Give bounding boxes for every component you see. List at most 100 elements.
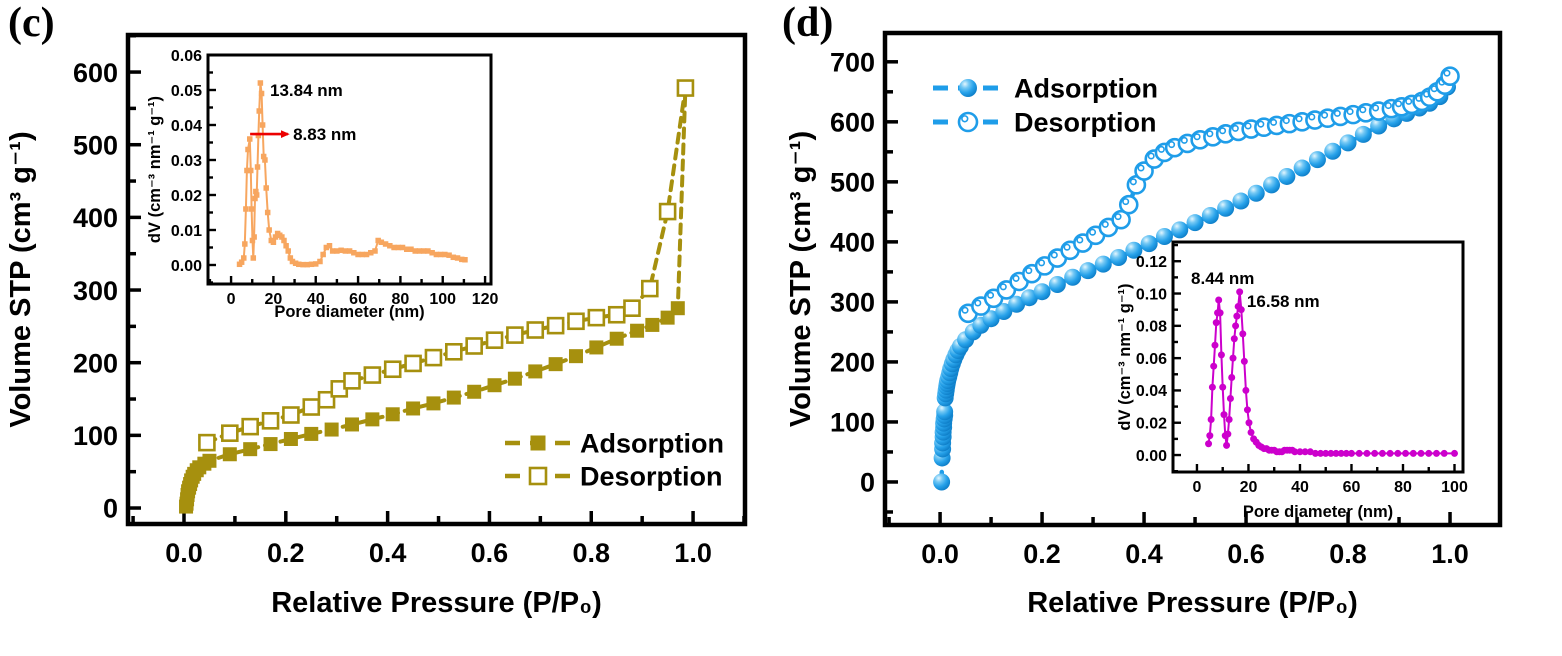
x-tick-label: 60 [1343,479,1361,496]
marker-highlight [1038,259,1046,267]
x-tick-label: 80 [392,291,410,308]
marker-circle-filled [1243,406,1251,414]
marker-highlight [1244,122,1252,130]
marker-circle-filled [1212,319,1220,327]
marker-square-filled [255,132,262,139]
x-tick-label: 120 [472,291,499,308]
marker-square-filled [487,378,502,393]
y-tick-label: 0.06 [1136,351,1167,368]
marker-sphere [1201,206,1219,224]
marker-sphere [982,310,1000,328]
y-tick-label: 0 [860,468,875,498]
series-pore-size-distribution [1205,288,1459,457]
marker-square-filled [630,323,645,338]
y-axis-title: dV (cm⁻³ nm⁻¹ g⁻¹) [146,96,164,243]
marker-square-filled [249,237,256,244]
annotation: 13.84 nm [270,81,343,100]
marker-square-filled [568,349,583,364]
marker-square-filled [262,157,268,163]
series-adsorption [179,81,693,514]
annotation: 8.44 nm [1191,269,1254,288]
y-tick-label: 0.01 [171,223,202,240]
y-tick-label: 500 [830,168,875,198]
marker-square-filled [507,371,522,386]
y-tick-label: 0 [103,494,118,524]
y-tick-label: 200 [830,348,875,378]
x-tick-label: 0.8 [572,538,610,568]
x-tick-label: 0.4 [369,538,407,568]
marker-highlight [1168,141,1176,149]
marker-sphere [1278,167,1296,185]
marker-highlight [1295,115,1303,123]
marker-square-filled [253,192,260,198]
annotation: 8.83 nm [250,125,356,144]
x-tick-label: 0 [1192,479,1201,496]
annotation-text: 16.58 nm [1247,292,1320,311]
y-tick-label: 0.00 [171,258,202,275]
marker-square-filled [283,431,298,446]
marker-highlight [1063,243,1071,251]
marker-circle-filled [1402,449,1410,457]
marker-sphere [995,303,1013,321]
x-tick-label: 20 [265,291,283,308]
y-axis-title: Volume STP (cm³ g⁻¹) [785,131,817,427]
marker-square-open [607,305,626,324]
marker-circle-filled [1206,432,1214,440]
marker-highlight [1372,104,1380,112]
marker-circle-filled [1347,449,1355,457]
marker-square-open [261,412,280,430]
marker-sphere [1171,221,1189,239]
marker-circle-open [1440,66,1460,87]
marker-square-filled [442,251,448,258]
marker-sphere [1110,248,1128,266]
y-tick-label: 0.12 [1136,254,1167,271]
y-tick-label: 700 [830,48,875,78]
marker-square-filled [412,248,418,254]
marker-circle-filled [1208,383,1216,391]
marker-square-filled [670,301,685,316]
marker-circle-filled [1205,440,1213,448]
marker-highlight [1122,198,1130,206]
marker-square-filled [548,357,563,372]
marker-highlight [1308,113,1316,121]
x-axis-title: Relative Pressure (P/P₀) [271,587,602,619]
marker-square-filled [304,261,311,268]
marker-square-filled [300,261,306,268]
marker-highlight [1147,152,1155,160]
legend-item-desorption: Desorption [933,108,1157,138]
marker-square-filled [368,249,374,256]
marker-sphere [936,403,954,421]
marker-highlight [1282,117,1290,125]
marker-circle-filled [1228,374,1236,382]
y-tick-label: 500 [73,130,118,160]
marker-square-filled [404,246,410,252]
marker-highlight [1443,69,1451,77]
marker-highlight [1270,118,1278,126]
marker-square-filled [283,242,289,249]
marker-sphere [1155,227,1173,245]
marker-circle-filled [1210,362,1218,370]
axes-frame [1171,240,1465,474]
legend-label: Desorption [580,462,723,492]
marker-circle-filled [1296,448,1304,456]
x-tick-label: 0.4 [1125,539,1163,569]
legend-label: Adsorption [580,429,724,459]
marker-square-filled [420,248,427,254]
marker-circle-filled [1394,449,1402,457]
marker-highlight [1219,127,1227,135]
marker-sphere [1020,289,1038,307]
y-axis-title: dV (cm⁻³ nm⁻¹ g⁻¹) [1116,283,1134,430]
marker-square-filled [645,317,660,332]
marker-circle-filled [1232,322,1240,330]
marker-highlight [961,115,969,123]
marker-square-open [506,326,524,344]
marker-square-filled [395,244,402,251]
legend-item-adsorption: Adsorption [933,74,1158,104]
x-tick-label: 100 [1441,479,1468,496]
marker-square-filled [256,108,262,114]
marker-square-open [445,342,463,361]
marker-highlight [1384,102,1392,110]
marker-highlight [1257,120,1265,128]
